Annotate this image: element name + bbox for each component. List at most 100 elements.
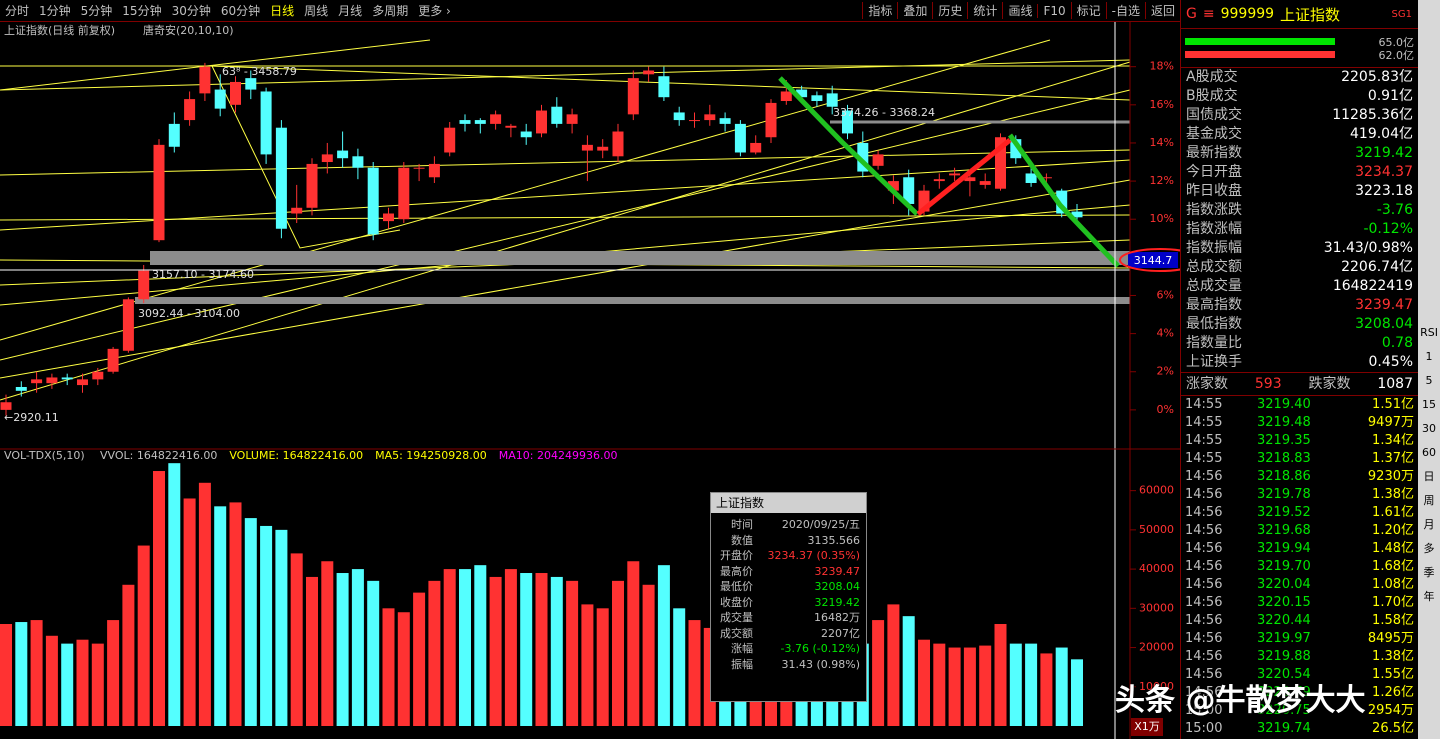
quote-row: 最新指数 3219.42 (1181, 144, 1418, 163)
tick-row: 15:00 3219.74 26.5亿 (1181, 720, 1418, 738)
tick-row: 14:56 3218.86 9230万 (1181, 468, 1418, 486)
tick-volume: 9497万 (1367, 415, 1414, 430)
toolbar-item[interactable]: 60分钟 (220, 4, 261, 18)
tick-time: 15:00 (1185, 721, 1223, 736)
tick-price: 3219.94 (1257, 541, 1311, 556)
volume-bar (168, 463, 181, 726)
toolbar-item[interactable]: 画线 (1002, 2, 1037, 19)
quote-value: 3239.47 (1355, 297, 1413, 313)
candle-body (230, 81, 241, 105)
side-icon[interactable]: 60 (1422, 446, 1436, 459)
tick-row: 14:56 3219.78 1.38亿 (1181, 486, 1418, 504)
toolbar-item[interactable]: 指标 (862, 2, 897, 19)
flow-bar (1185, 51, 1335, 58)
volume-bar (994, 624, 1007, 726)
arrow (916, 138, 1012, 216)
popup-row: 最高价 3239.47 (711, 564, 866, 580)
tick-price: 3218.83 (1257, 451, 1311, 466)
candle-body (321, 154, 333, 163)
toolbar-item[interactable]: 统计 (967, 2, 1002, 19)
side-icon[interactable]: 30 (1422, 422, 1436, 435)
y-tick-label: 14% (1150, 136, 1174, 149)
volume-bar (1009, 643, 1022, 726)
toolbar-item[interactable]: 月线 (338, 4, 363, 18)
tick-price: 3220.04 (1257, 577, 1311, 592)
tick-time: 14:56 (1185, 631, 1223, 646)
candle-body (1040, 177, 1052, 179)
candle-body (275, 127, 287, 229)
volume-bar (596, 608, 609, 726)
tick-volume: 1.26亿 (1372, 685, 1414, 700)
y-tick-label: 30000 (1139, 601, 1174, 614)
candle-body (964, 177, 976, 182)
side-icon[interactable]: RSI (1420, 326, 1438, 339)
toolbar-item[interactable]: -自选 (1105, 2, 1145, 19)
popup-value: 3208.04 (814, 580, 861, 593)
toolbar-item[interactable]: 多周期 (372, 4, 409, 18)
quote-row: 指数涨跌 -3.76 (1181, 201, 1418, 220)
candle-body (214, 89, 226, 109)
candle-body (15, 386, 27, 391)
tick-volume: 9230万 (1367, 469, 1414, 484)
side-icon[interactable]: 多 (1423, 542, 1435, 555)
volume-bar (459, 569, 471, 726)
tick-price: 3220.44 (1257, 613, 1311, 628)
candle-body (122, 299, 134, 351)
quote-label: 指数振幅 (1186, 240, 1242, 256)
toolbar-item[interactable]: F10 (1037, 3, 1070, 18)
y-tick-label: 4% (1157, 327, 1174, 340)
quote-label: 今日开盘 (1186, 164, 1242, 180)
side-icon[interactable]: 5 (1425, 374, 1433, 387)
candle-body (949, 173, 961, 176)
quote-row: 指数振幅 31.43/0.98% (1181, 239, 1418, 258)
quote-header: G ≡ 999999 上证指数 SG1 (1181, 0, 1418, 29)
toolbar-item[interactable]: 5分钟 (80, 4, 113, 18)
tick-time: 14:56 (1185, 649, 1223, 664)
y-tick-label: 10000 (1139, 680, 1174, 693)
y-tick-label: 0% (1157, 403, 1174, 416)
tick-row: 14:56 3220.54 1.55亿 (1181, 666, 1418, 684)
popup-row: 成交额 2207亿 (711, 626, 866, 642)
side-icon[interactable]: 1 (1425, 350, 1433, 363)
candle-body (260, 91, 272, 155)
side-icon[interactable]: 月 (1423, 518, 1435, 531)
unit-label: X1万 (1134, 720, 1160, 733)
quote-row: 国债成交 11285.36亿 (1181, 106, 1418, 125)
toolbar-item[interactable]: 1分钟 (39, 4, 71, 18)
candle-body (842, 110, 853, 134)
toolbar-item[interactable]: 叠加 (897, 2, 932, 19)
side-icon[interactable]: 日 (1423, 470, 1435, 483)
volume-bar (351, 569, 364, 726)
tick-price: 3220.54 (1257, 667, 1311, 682)
popup-value: 31.43 (0.98%) (781, 657, 860, 671)
toolbar-item[interactable]: 分时 (5, 4, 30, 18)
quote-value: 3234.37 (1355, 164, 1413, 180)
toolbar-item[interactable]: 历史 (932, 2, 967, 19)
toolbar-item[interactable]: 日线 (270, 4, 295, 18)
side-icon[interactable]: 15 (1422, 398, 1436, 411)
tick-row: 14:55 3218.83 1.37亿 (1181, 450, 1418, 468)
volume-bar (963, 647, 976, 726)
tick-time: 14:55 (1185, 415, 1223, 430)
toolbar-item[interactable]: 标记 (1070, 2, 1106, 19)
volume-bar (642, 584, 655, 726)
toolbar-item[interactable]: 周线 (304, 4, 329, 18)
side-icon[interactable]: 季 (1423, 566, 1435, 579)
side-icon[interactable]: 周 (1423, 494, 1435, 507)
icon: G (1186, 6, 1197, 22)
toolbar-item[interactable]: 返回 (1144, 2, 1180, 19)
volume-bar (198, 482, 211, 726)
candle-body (627, 78, 639, 115)
side-icon[interactable]: 年 (1423, 590, 1435, 603)
candle-body (780, 91, 792, 102)
candle-body (887, 181, 899, 191)
tick-row: 14:55 3219.35 1.34亿 (1181, 432, 1418, 450)
toolbar-item[interactable]: 15分钟 (122, 4, 162, 18)
candle-body (474, 120, 486, 124)
toolbar-item[interactable]: 更多 › (418, 4, 451, 18)
quote-label: 基金成交 (1186, 126, 1242, 142)
toolbar-item[interactable]: 30分钟 (171, 4, 211, 18)
annotation: ←2920.11 (4, 411, 59, 424)
popup-value: 3219.42 (814, 595, 861, 609)
